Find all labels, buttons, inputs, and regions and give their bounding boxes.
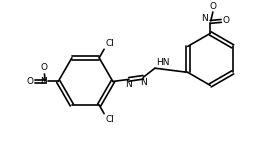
Text: O: O xyxy=(27,77,34,86)
Text: HN: HN xyxy=(156,58,169,67)
Text: O: O xyxy=(222,16,229,25)
Text: N: N xyxy=(41,77,47,86)
Text: N: N xyxy=(140,78,147,87)
Text: N: N xyxy=(126,80,132,89)
Text: Cl: Cl xyxy=(105,39,114,48)
Text: Cl: Cl xyxy=(105,115,114,124)
Text: N: N xyxy=(201,14,208,23)
Text: O: O xyxy=(209,2,216,11)
Text: O: O xyxy=(41,63,48,72)
